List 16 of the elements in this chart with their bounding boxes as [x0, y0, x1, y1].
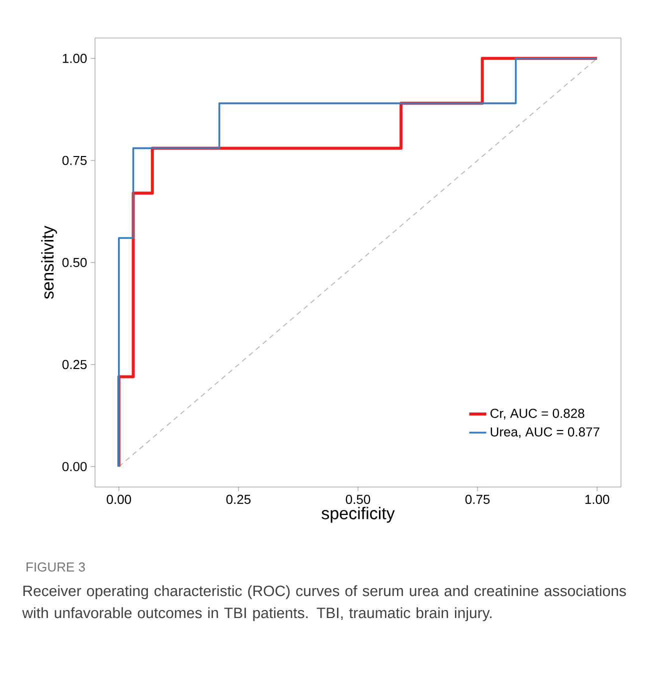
y-tick-label: 1.00: [62, 54, 87, 64]
x-tick-label: 0.00: [106, 494, 132, 504]
legend-label: Urea, AUC = 0.877: [490, 427, 600, 438]
x-tick-label: 0.25: [226, 494, 251, 504]
x-tick-label: 0.75: [465, 494, 490, 504]
y-tick-label: 0.25: [62, 360, 87, 370]
y-axis-title: sensitivity: [41, 226, 58, 299]
x-tick-label: 0.50: [346, 494, 370, 504]
x-axis-title: specificity: [322, 506, 395, 523]
text: Receiver operating characteristic (ROC) curves of serum urea and creatinine associations with unfavorable outcomes in TBI patients. TBI, traumatic brain injury.: [22, 585, 626, 622]
legend-label: Cr, AUC = 0.828: [490, 408, 584, 420]
y-tick-label: 0.75: [62, 156, 87, 166]
y-tick-label: 0.00: [62, 462, 87, 472]
caption: FIGURE 3: [26, 562, 85, 572]
y-tick-label: 0.50: [62, 258, 87, 268]
x-tick-label: 1.00: [585, 494, 610, 504]
